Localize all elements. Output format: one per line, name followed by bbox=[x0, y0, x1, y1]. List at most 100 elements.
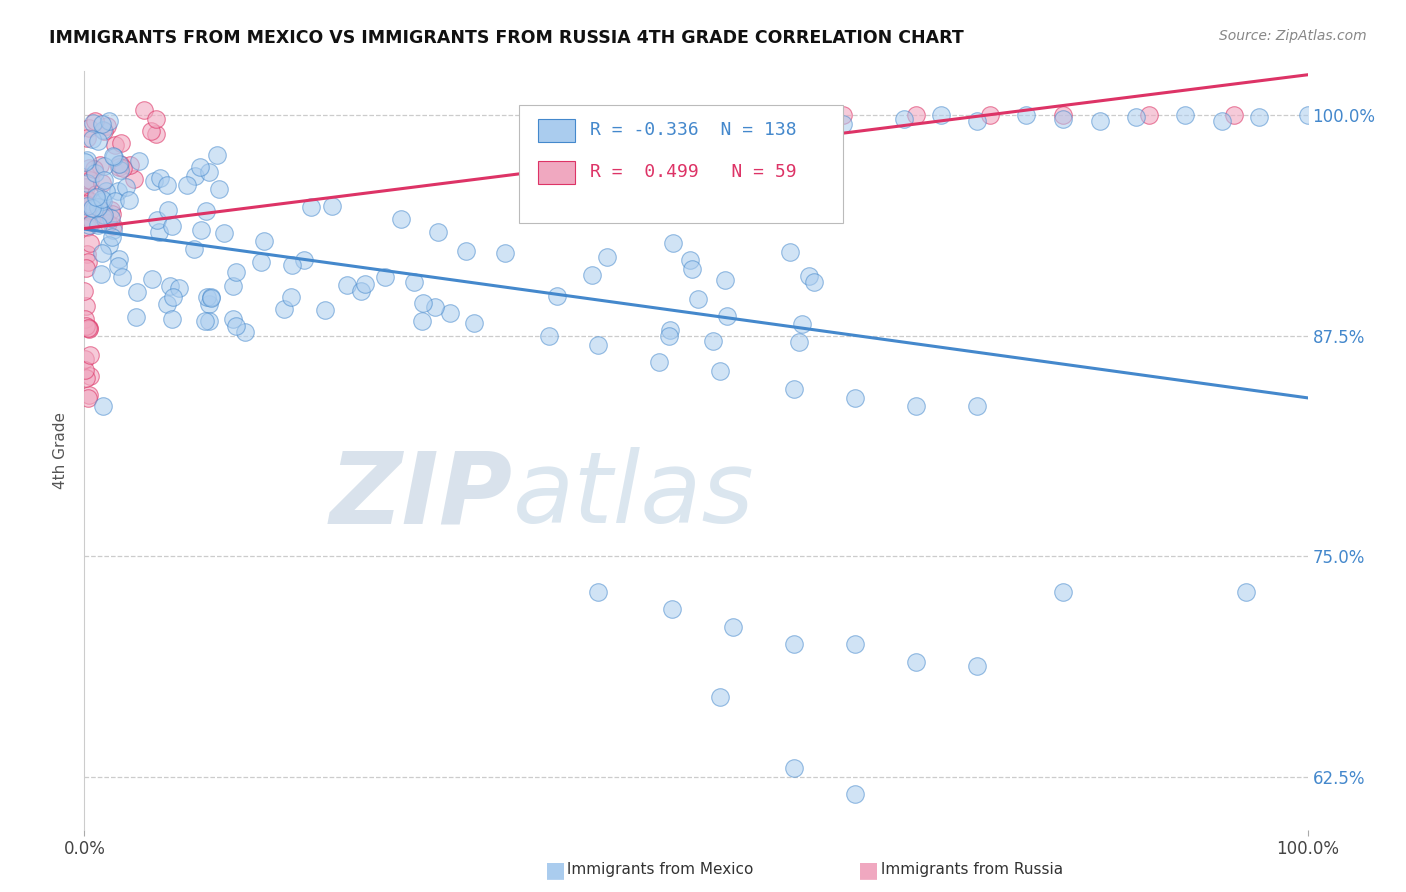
Point bbox=[1052, 108, 1074, 122]
Point bbox=[73, 351, 96, 366]
Point bbox=[1296, 108, 1319, 122]
Point bbox=[91, 400, 114, 414]
Point bbox=[681, 262, 703, 277]
Point bbox=[281, 258, 304, 272]
Point bbox=[200, 291, 222, 305]
Point bbox=[83, 202, 105, 216]
Point bbox=[125, 310, 148, 325]
Point bbox=[77, 391, 100, 405]
Point bbox=[197, 296, 219, 310]
Point bbox=[79, 235, 101, 250]
Point bbox=[411, 314, 433, 328]
Point bbox=[107, 259, 129, 273]
Point bbox=[104, 194, 127, 208]
Text: Source: ZipAtlas.com: Source: ZipAtlas.com bbox=[1219, 29, 1367, 43]
Point bbox=[686, 292, 709, 306]
Point bbox=[709, 690, 731, 705]
Point bbox=[122, 172, 145, 186]
Point bbox=[425, 300, 447, 314]
Point bbox=[222, 311, 245, 326]
Point bbox=[225, 318, 247, 333]
Point bbox=[167, 280, 190, 294]
Point bbox=[77, 321, 100, 335]
Point bbox=[658, 323, 681, 337]
Point bbox=[1174, 108, 1197, 122]
Point bbox=[73, 284, 96, 298]
Point bbox=[118, 158, 141, 172]
Point bbox=[790, 317, 813, 331]
Point bbox=[157, 202, 180, 217]
Point bbox=[101, 223, 124, 237]
Point bbox=[292, 253, 315, 268]
Point bbox=[110, 162, 132, 177]
Point bbox=[966, 400, 988, 414]
Point bbox=[114, 179, 136, 194]
Point bbox=[103, 149, 125, 163]
Point bbox=[101, 229, 124, 244]
Point bbox=[148, 225, 170, 239]
Point bbox=[103, 138, 125, 153]
Point bbox=[149, 171, 172, 186]
Point bbox=[1247, 110, 1270, 124]
Point bbox=[1236, 584, 1258, 599]
Point bbox=[249, 255, 271, 269]
Point bbox=[831, 117, 853, 131]
Point bbox=[90, 267, 112, 281]
Point bbox=[299, 200, 322, 214]
Point bbox=[84, 186, 107, 201]
Point bbox=[93, 173, 115, 187]
Point bbox=[159, 279, 181, 293]
Point bbox=[197, 165, 219, 179]
Point bbox=[844, 391, 866, 405]
Point bbox=[314, 303, 336, 318]
Point bbox=[84, 166, 107, 180]
Point bbox=[162, 290, 184, 304]
Point bbox=[929, 108, 952, 122]
Point bbox=[1052, 112, 1074, 126]
Bar bbox=[538, 120, 575, 142]
Point bbox=[966, 658, 988, 673]
Point bbox=[139, 124, 162, 138]
Point bbox=[194, 314, 217, 328]
Point bbox=[112, 161, 135, 176]
Point bbox=[101, 149, 124, 163]
Point bbox=[79, 369, 101, 384]
Text: R =  0.499   N = 59: R = 0.499 N = 59 bbox=[589, 163, 796, 181]
Point bbox=[222, 278, 245, 293]
Point bbox=[679, 252, 702, 267]
Point bbox=[79, 348, 101, 362]
Point bbox=[225, 265, 247, 279]
Point bbox=[273, 301, 295, 316]
Point bbox=[1015, 108, 1038, 122]
Point bbox=[905, 655, 928, 669]
Point bbox=[98, 238, 121, 252]
Point bbox=[73, 189, 96, 203]
Point bbox=[145, 128, 167, 142]
Point bbox=[783, 382, 806, 396]
Point bbox=[160, 219, 183, 233]
Point bbox=[76, 219, 98, 234]
Point bbox=[77, 388, 100, 402]
Point bbox=[183, 242, 205, 256]
Point bbox=[76, 199, 98, 213]
Text: R = -0.336  N = 138: R = -0.336 N = 138 bbox=[589, 121, 796, 139]
Point bbox=[75, 299, 97, 313]
Point bbox=[73, 362, 96, 376]
Point bbox=[176, 178, 198, 192]
Point bbox=[110, 136, 132, 150]
Point bbox=[783, 761, 806, 775]
Point bbox=[1052, 584, 1074, 599]
Point bbox=[141, 271, 163, 285]
Text: ■: ■ bbox=[546, 860, 565, 880]
Point bbox=[79, 172, 101, 186]
Point bbox=[190, 223, 212, 237]
Point bbox=[596, 250, 619, 264]
Bar bbox=[538, 161, 575, 184]
Point bbox=[454, 244, 477, 259]
Point bbox=[76, 153, 98, 167]
Bar bbox=[519, 105, 842, 223]
Point bbox=[79, 161, 101, 176]
Point bbox=[107, 252, 129, 267]
Point bbox=[713, 273, 735, 287]
Point bbox=[77, 321, 100, 335]
